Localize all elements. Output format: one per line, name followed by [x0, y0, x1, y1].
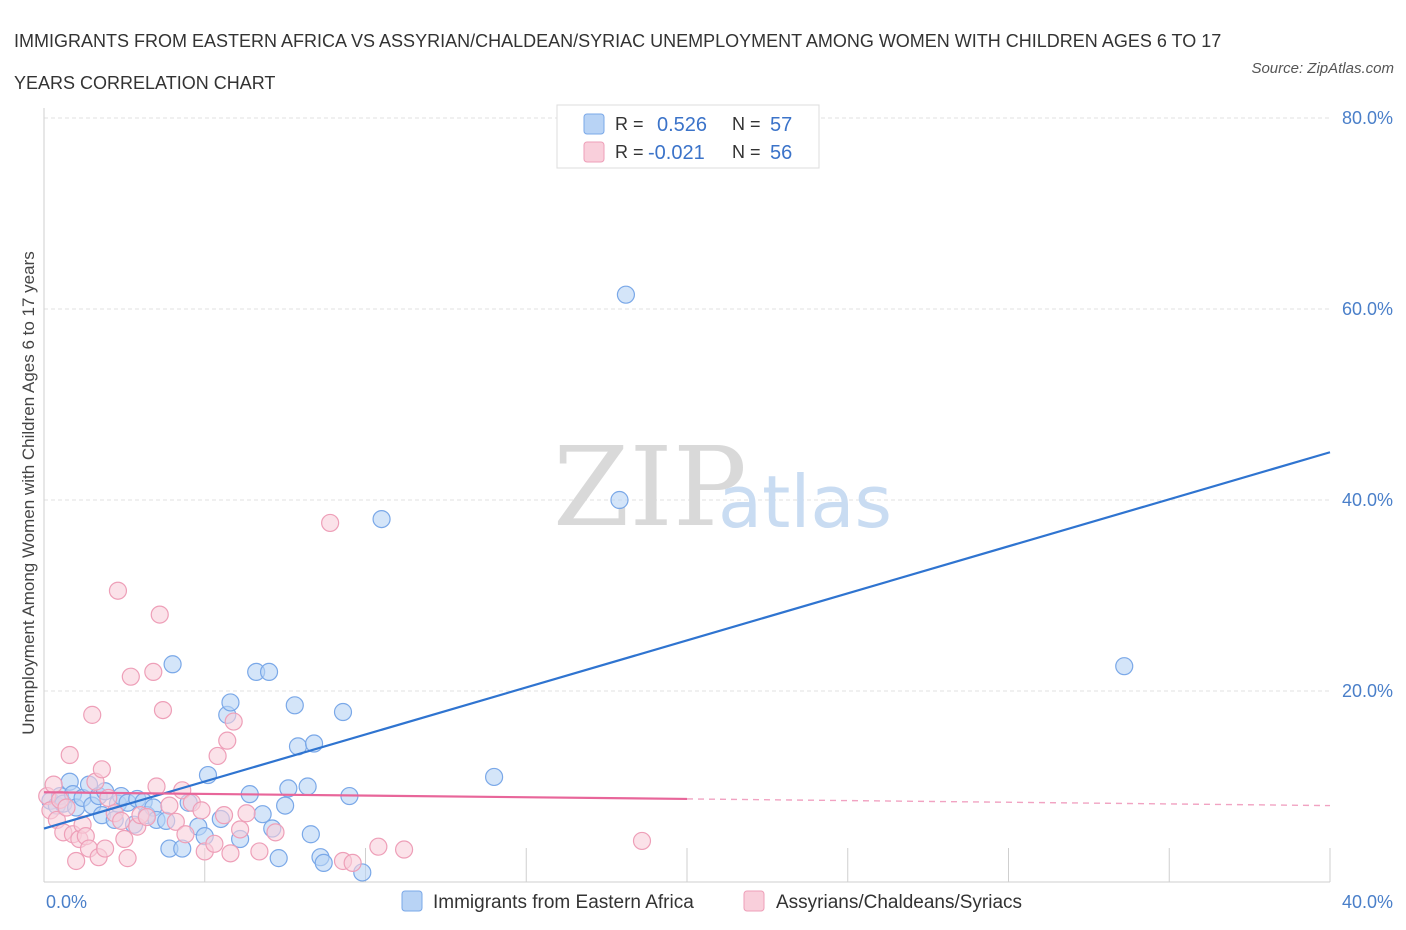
point-series-1-28 [137, 807, 156, 827]
legend-r-value-1: 0.526 [657, 114, 707, 136]
point-series-1-48 [250, 842, 269, 861]
point-series-0-50 [333, 702, 353, 722]
point-series-1-23 [115, 829, 134, 849]
point-series-1-43 [218, 731, 237, 750]
trend-line-series-0 [43, 451, 1331, 830]
bottom-legend: Immigrants from Eastern Africa Assyrians… [401, 890, 1022, 913]
point-series-1-21 [108, 581, 128, 600]
point-series-1-6 [57, 798, 76, 817]
y-tick-label-3: 80.0% [1342, 108, 1393, 128]
point-series-0-53 [372, 509, 391, 529]
y-tick-label-1: 40.0% [1342, 490, 1393, 510]
source-label: Source: ZipAtlas.com [1251, 60, 1394, 77]
point-series-1-14 [83, 705, 102, 724]
point-series-0-57 [1115, 657, 1134, 676]
point-series-1-2 [44, 775, 63, 794]
x-tick-label-min: 0.0% [46, 892, 87, 912]
legend-swatch-blue [583, 113, 605, 135]
point-series-0-54 [485, 767, 504, 787]
point-series-1-42 [214, 806, 234, 825]
point-series-0-40 [269, 849, 288, 868]
point-series-1-49 [266, 823, 285, 842]
point-series-0-46 [301, 825, 320, 844]
point-series-0-42 [279, 779, 298, 798]
point-series-1-29 [144, 662, 163, 682]
point-series-1-18 [95, 839, 115, 858]
bottom-legend-swatch-pink [743, 890, 765, 912]
trend-lines [43, 451, 1331, 830]
watermark: ZIP atlas [553, 423, 892, 551]
legend-r-label-1: R = [615, 114, 644, 134]
point-series-1-52 [343, 853, 362, 873]
x-tick-label-max: 40.0% [1342, 892, 1393, 912]
point-series-1-25 [121, 667, 140, 686]
point-series-1-44 [221, 844, 240, 863]
bottom-legend-swatch-blue [401, 890, 423, 912]
point-series-0-56 [616, 285, 636, 304]
point-series-0-45 [298, 777, 317, 796]
grid-lines [44, 117, 1330, 692]
legend-n-value-1: 57 [770, 114, 792, 136]
point-series-1-32 [153, 700, 173, 720]
chart-title: IMMIGRANTS FROM EASTERN AFRICA VS ASSYRI… [14, 31, 1222, 93]
point-series-1-47 [237, 804, 256, 823]
legend-n-value-2: 56 [770, 142, 792, 164]
legend-r-value-2: -0.021 [648, 142, 705, 164]
point-series-1-45 [224, 712, 243, 731]
point-series-1-24 [118, 849, 137, 868]
point-series-1-17 [92, 760, 111, 779]
y-axis-title: Unemployment Among Women with Children A… [19, 251, 38, 735]
y-tick-label-0: 20.0% [1342, 681, 1393, 701]
y-tick-label-2: 60.0% [1342, 299, 1393, 319]
watermark-atlas: atlas [718, 460, 892, 544]
legend-r-label-2: R = [615, 142, 644, 162]
point-series-0-38 [259, 662, 279, 682]
legend-box: R = 0.526 N = 57 R = -0.021 N = 56 [556, 104, 820, 169]
point-series-1-36 [176, 825, 195, 844]
point-series-1-46 [231, 820, 250, 839]
point-series-1-55 [632, 831, 652, 851]
point-series-1-22 [112, 811, 131, 830]
y-tick-labels: 20.0% 40.0% 60.0% 80.0% [1342, 108, 1393, 701]
point-series-0-41 [276, 796, 295, 815]
point-series-1-9 [67, 851, 86, 871]
point-series-0-37 [253, 805, 272, 824]
point-series-1-54 [394, 840, 414, 859]
point-series-1-7 [60, 745, 79, 765]
bottom-legend-label-1: Immigrants from Eastern Africa [433, 892, 694, 913]
point-series-1-41 [208, 746, 227, 766]
legend-n-label-1: N = [732, 114, 761, 134]
point-series-0-55 [610, 490, 629, 510]
point-series-1-34 [166, 812, 185, 831]
point-series-0-43 [285, 696, 304, 715]
data-points [38, 285, 1134, 882]
point-series-1-53 [369, 837, 388, 856]
legend-n-label-2: N = [732, 142, 761, 162]
legend-swatch-pink [583, 141, 605, 163]
point-series-1-38 [192, 801, 211, 820]
bottom-legend-label-2: Assyrians/Chaldeans/Syriacs [776, 892, 1022, 913]
point-series-1-40 [205, 834, 224, 853]
point-series-1-50 [321, 513, 340, 533]
trend-line-series-1 [43, 791, 688, 801]
point-series-0-25 [163, 655, 182, 674]
point-series-1-33 [160, 796, 179, 815]
point-series-1-31 [150, 605, 169, 624]
point-series-0-49 [314, 853, 333, 873]
watermark-zip: ZIP [553, 423, 747, 551]
trend-line-dashed-series-1 [686, 798, 1331, 807]
point-series-0-33 [221, 693, 240, 712]
